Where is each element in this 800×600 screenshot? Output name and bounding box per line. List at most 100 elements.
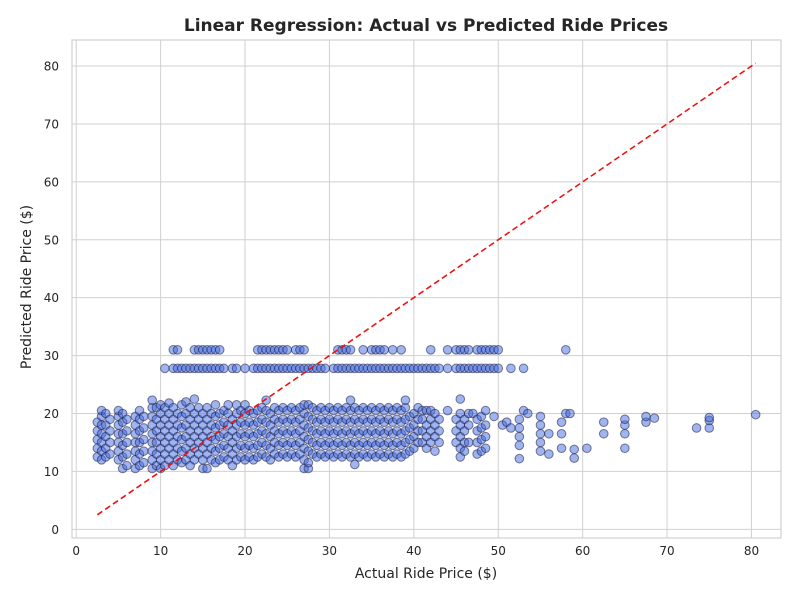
y-tick-label: 30: [44, 349, 59, 363]
x-tick-label: 50: [491, 544, 506, 558]
data-point: [480, 431, 491, 442]
data-point: [138, 446, 149, 456]
scatter-points: [92, 345, 761, 474]
data-point: [518, 363, 529, 374]
x-tick-label: 80: [744, 544, 759, 558]
data-point: [514, 414, 525, 425]
y-tick-label: 0: [51, 523, 59, 537]
data-point: [582, 443, 592, 454]
data-point: [459, 446, 470, 456]
reference-line: [96, 62, 757, 516]
data-point: [535, 420, 546, 430]
data-point: [105, 437, 115, 448]
data-point: [489, 411, 499, 422]
y-tick-label: 20: [44, 407, 59, 421]
data-point: [442, 363, 453, 374]
data-point: [493, 363, 504, 374]
data-point: [303, 457, 314, 468]
y-tick-label: 60: [44, 175, 59, 189]
data-point: [147, 395, 157, 405]
plot-area-frame: [71, 39, 782, 539]
data-point: [358, 345, 368, 355]
data-point: [396, 345, 406, 355]
data-point: [463, 420, 474, 430]
x-tick-label: 30: [322, 544, 337, 558]
data-point: [214, 345, 225, 355]
data-point: [400, 395, 411, 405]
data-point: [442, 345, 453, 355]
data-point: [240, 363, 250, 374]
data-point: [105, 414, 115, 425]
data-point: [598, 417, 609, 427]
data-point: [299, 345, 309, 355]
y-tick-label: 70: [44, 117, 59, 131]
data-point: [535, 411, 546, 422]
x-tick-label: 0: [72, 544, 80, 558]
x-tick-label: 20: [237, 544, 252, 558]
data-point: [345, 345, 356, 355]
data-point: [105, 449, 115, 459]
data-point: [463, 345, 474, 355]
data-point: [430, 446, 440, 456]
data-point: [434, 414, 444, 425]
data-point: [556, 428, 567, 439]
data-point: [172, 345, 183, 355]
data-point: [138, 457, 149, 468]
data-point: [210, 400, 221, 410]
chart-title: Linear Regression: Actual vs Predicted R…: [184, 16, 668, 36]
x-tick-label: 40: [406, 544, 421, 558]
data-point: [122, 449, 132, 459]
data-point: [506, 363, 516, 374]
y-tick-label: 50: [44, 233, 59, 247]
data-point: [425, 345, 436, 355]
data-point: [565, 408, 575, 419]
data-point: [750, 409, 761, 420]
data-point: [434, 363, 444, 374]
y-axis-label: Predicted Ride Price ($): [19, 205, 35, 369]
data-point: [219, 363, 229, 374]
data-point: [480, 443, 491, 454]
data-point: [105, 426, 115, 436]
data-point: [535, 437, 546, 448]
data-point: [569, 444, 580, 455]
data-point: [514, 423, 525, 433]
data-point: [620, 414, 630, 425]
x-tick-label: 10: [153, 544, 168, 558]
data-point: [223, 400, 233, 410]
data-point: [455, 394, 466, 404]
data-point: [598, 428, 609, 439]
data-point: [522, 408, 533, 419]
data-point: [569, 453, 580, 463]
data-point: [122, 437, 132, 448]
data-point: [493, 345, 504, 355]
data-point: [514, 453, 525, 464]
data-point: [442, 405, 453, 416]
data-point: [556, 443, 567, 454]
data-point: [514, 440, 525, 451]
y-tick-label: 10: [44, 465, 59, 479]
data-point: [544, 428, 554, 439]
data-point: [556, 417, 567, 427]
data-point: [379, 345, 390, 355]
data-point: [434, 426, 444, 436]
data-point: [387, 345, 398, 355]
data-point: [691, 423, 702, 433]
data-point: [138, 423, 149, 433]
y-tick-label: 80: [44, 60, 59, 74]
data-point: [704, 412, 715, 423]
data-point: [202, 463, 212, 474]
data-point: [535, 428, 546, 439]
tick-labels: 0 10 20 30 40 50 60 70 80 0 10 20 30 40 50 60 70 80: [44, 60, 759, 558]
data-point: [122, 426, 132, 436]
data-point: [282, 345, 293, 355]
data-point: [261, 395, 271, 405]
data-point: [320, 363, 331, 374]
data-point: [620, 428, 630, 439]
x-tick-label: 70: [659, 544, 674, 558]
data-point: [231, 363, 242, 374]
data-point: [480, 420, 491, 430]
data-point: [560, 345, 571, 355]
data-point: [138, 411, 149, 422]
y-tick-label: 40: [44, 291, 59, 305]
